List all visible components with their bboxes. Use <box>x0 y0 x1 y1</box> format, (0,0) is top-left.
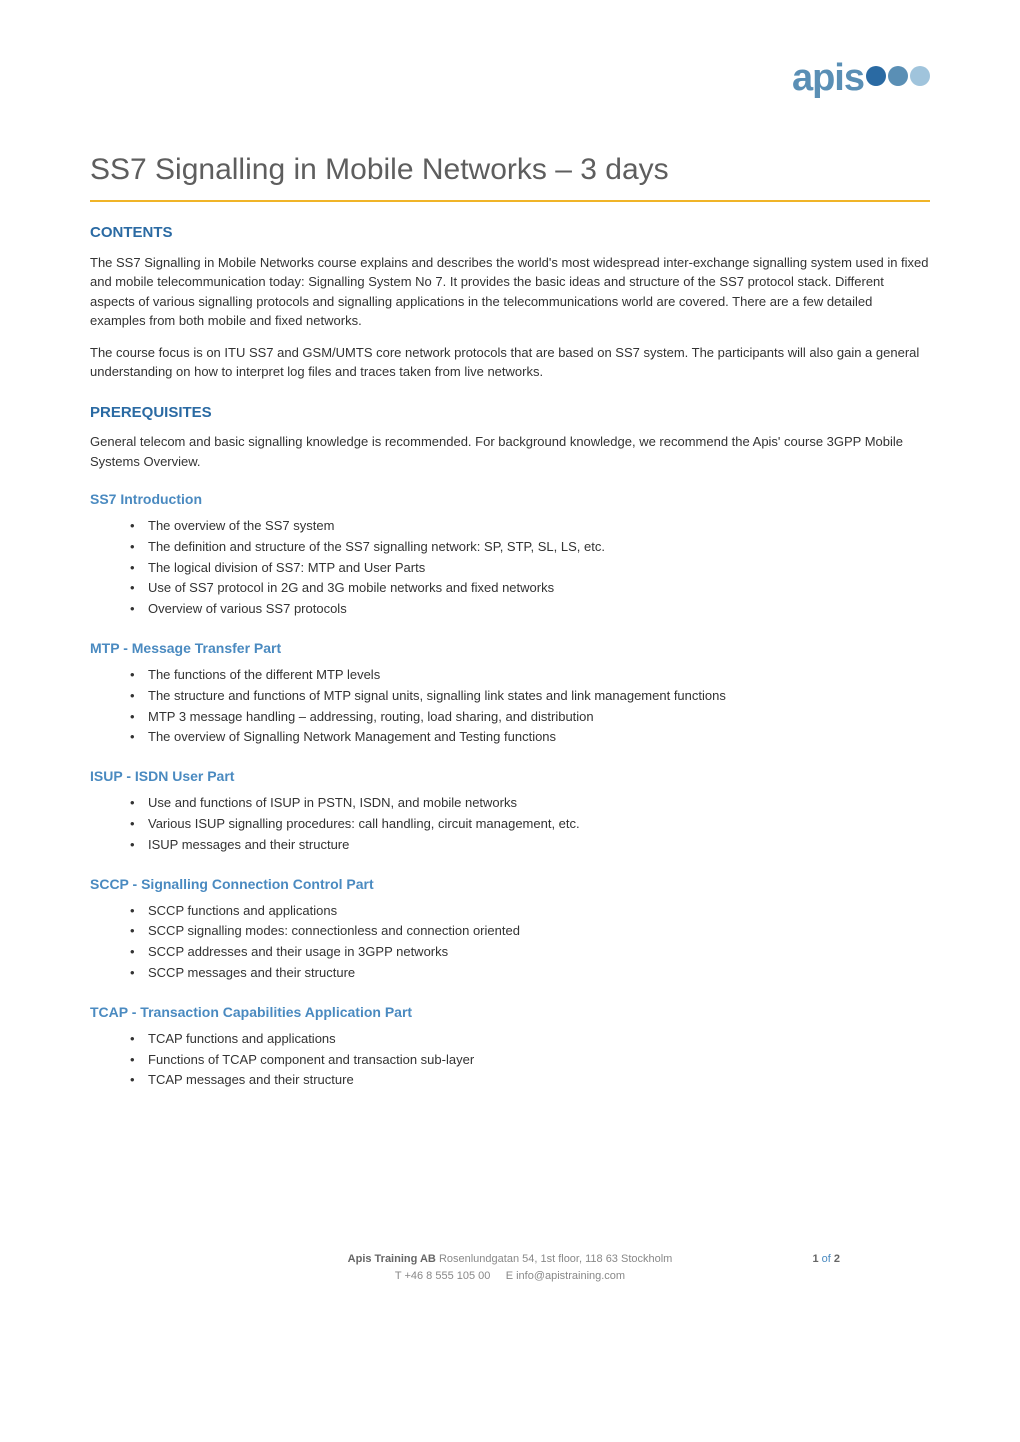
page-current: 1 <box>812 1253 818 1265</box>
footer-phone: T +46 8 555 105 00 <box>395 1270 491 1282</box>
list-item: SCCP messages and their structure <box>130 963 930 984</box>
list-item: SCCP functions and applications <box>130 901 930 922</box>
mtp-heading: MTP - Message Transfer Part <box>90 638 930 659</box>
ss7-intro-list: The overview of the SS7 system The defin… <box>90 516 930 620</box>
footer-company: Apis Training AB <box>348 1253 436 1265</box>
list-item: Overview of various SS7 protocols <box>130 599 930 620</box>
list-item: The structure and functions of MTP signa… <box>130 686 930 707</box>
sccp-list: SCCP functions and applications SCCP sig… <box>90 901 930 984</box>
tcap-list: TCAP functions and applications Function… <box>90 1029 930 1091</box>
list-item: TCAP functions and applications <box>130 1029 930 1050</box>
logo-dots <box>864 66 930 92</box>
footer-address: Rosenlundgatan 54, 1st floor, 118 63 Sto… <box>439 1253 672 1265</box>
list-item: TCAP messages and their structure <box>130 1070 930 1091</box>
mtp-list: The functions of the different MTP level… <box>90 665 930 748</box>
list-item: SCCP addresses and their usage in 3GPP n… <box>130 942 930 963</box>
prerequisites-para: General telecom and basic signalling kno… <box>90 432 930 471</box>
contents-heading: CONTENTS <box>90 222 930 245</box>
list-item: The functions of the different MTP level… <box>130 665 930 686</box>
footer-wrapper: Apis Training AB Rosenlundgatan 54, 1st … <box>90 1251 930 1284</box>
list-item: Use and functions of ISUP in PSTN, ISDN,… <box>130 793 930 814</box>
ss7-intro-heading: SS7 Introduction <box>90 489 930 510</box>
list-item: Functions of TCAP component and transact… <box>130 1050 930 1071</box>
list-item: The overview of Signalling Network Manag… <box>130 727 930 748</box>
prerequisites-heading: PREREQUISITES <box>90 402 930 425</box>
footer-email: E info@apistraining.com <box>506 1270 625 1282</box>
page-of: of <box>822 1253 831 1265</box>
contents-para-2: The course focus is on ITU SS7 and GSM/U… <box>90 343 930 382</box>
list-item: The logical division of SS7: MTP and Use… <box>130 558 930 579</box>
page-total: 2 <box>834 1253 840 1265</box>
page-number: 1 of 2 <box>812 1251 840 1268</box>
tcap-heading: TCAP - Transaction Capabilities Applicat… <box>90 1002 930 1023</box>
logo-dot-1 <box>866 66 886 86</box>
list-item: ISUP messages and their structure <box>130 835 930 856</box>
list-item: The overview of the SS7 system <box>130 516 930 537</box>
list-item: Use of SS7 protocol in 2G and 3G mobile … <box>130 578 930 599</box>
contents-para-1: The SS7 Signalling in Mobile Networks co… <box>90 253 930 331</box>
isup-list: Use and functions of ISUP in PSTN, ISDN,… <box>90 793 930 855</box>
list-item: Various ISUP signalling procedures: call… <box>130 814 930 835</box>
list-item: SCCP signalling modes: connectionless an… <box>130 921 930 942</box>
sccp-heading: SCCP - Signalling Connection Control Par… <box>90 874 930 895</box>
list-item: MTP 3 message handling – addressing, rou… <box>130 707 930 728</box>
logo-container: apis <box>90 50 930 107</box>
list-item: The definition and structure of the SS7 … <box>130 537 930 558</box>
logo-dot-3 <box>910 66 930 86</box>
logo-text: apis <box>792 50 864 107</box>
footer: Apis Training AB Rosenlundgatan 54, 1st … <box>90 1251 930 1284</box>
isup-heading: ISUP - ISDN User Part <box>90 766 930 787</box>
logo-dot-2 <box>888 66 908 86</box>
main-title: SS7 Signalling in Mobile Networks – 3 da… <box>90 147 930 202</box>
